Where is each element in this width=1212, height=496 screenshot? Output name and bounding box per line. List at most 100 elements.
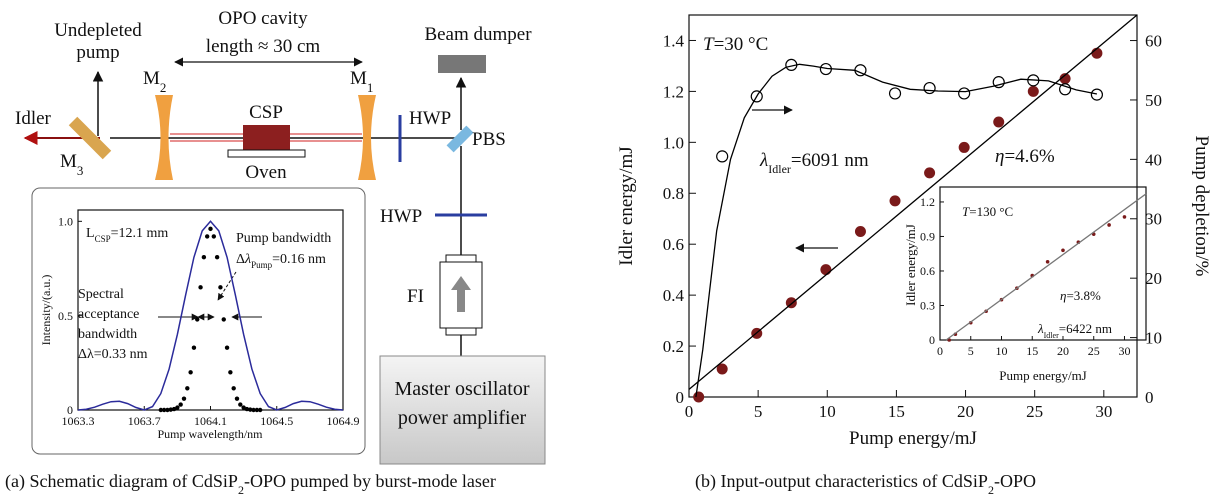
annotation: L — [86, 226, 95, 241]
data-point — [231, 386, 236, 391]
annotation: η=4.6% — [995, 146, 1055, 167]
annotation: acceptance — [78, 307, 139, 322]
y2-tick-label: 10 — [1145, 329, 1162, 348]
data-point — [208, 226, 213, 232]
label: M — [60, 151, 77, 172]
x-tick-label: 5 — [968, 344, 974, 358]
annotation: Spectral — [78, 287, 124, 302]
caption: -OPO pumped by burst-mode laser — [244, 471, 496, 491]
mirror — [155, 95, 173, 180]
annotation: =30 °C — [714, 34, 769, 55]
schematic: OPO cavity length ≈ 30 cm Undepleted pum… — [15, 8, 546, 465]
data-point — [923, 81, 936, 95]
data-point — [158, 407, 164, 413]
data-point — [185, 386, 190, 391]
data-point — [204, 234, 210, 239]
label: M3 — [60, 151, 83, 178]
x-tick-label: 1063.7 — [128, 414, 161, 428]
annotation: Pump bandwidth — [236, 231, 331, 246]
series-line — [945, 193, 1147, 341]
annotation: Idler — [768, 162, 791, 176]
data-point — [889, 195, 901, 207]
data-point — [992, 76, 1005, 89]
label: PBS — [472, 129, 506, 150]
label: Beam dumper — [424, 24, 532, 45]
data-point — [218, 285, 223, 290]
annotation: =6091 nm — [791, 150, 869, 171]
arrow — [217, 271, 237, 301]
data-point — [248, 407, 253, 412]
x-tick-label: 30 — [1118, 344, 1130, 358]
annotation: λ — [1037, 321, 1044, 336]
y-tick-label: 0.9 — [920, 230, 935, 244]
label: power amplifier — [398, 407, 527, 429]
x-tick-label: 1064.1 — [194, 414, 227, 428]
x-axis-title: Pump energy/mJ — [999, 368, 1087, 383]
data-point — [958, 141, 970, 153]
plot-frame — [688, 14, 1138, 398]
x-tick-label: 1063.3 — [62, 414, 95, 428]
data-point — [716, 150, 729, 163]
crystal — [243, 125, 290, 150]
label: 2 — [160, 80, 167, 95]
annotation: CSP — [95, 234, 111, 244]
y2-tick-label: 0 — [1145, 388, 1154, 407]
x-tick-label: 25 — [1026, 402, 1043, 421]
y2-axis-title: Pump depletion/% — [1191, 136, 1212, 277]
data-point — [238, 402, 243, 407]
y-tick-label: 0.4 — [663, 286, 685, 305]
data-point — [201, 254, 207, 260]
caption: (a) Schematic diagram of CdSiP — [5, 471, 238, 492]
annotation: λIdler=6422 nm — [1037, 321, 1112, 340]
annotation: λIdler=6091 nm — [759, 150, 869, 176]
data-point — [228, 370, 233, 375]
data-point — [171, 406, 177, 412]
y-tick-label: 0 — [67, 403, 73, 417]
annotation: λ — [244, 252, 251, 267]
y-tick-label: 1.0 — [58, 215, 73, 229]
x-tick-label: 10 — [995, 344, 1007, 358]
y-tick-label: 0.8 — [663, 184, 684, 203]
y2-tick-label: 30 — [1145, 210, 1162, 229]
oven — [227, 149, 306, 158]
beam-dumper — [438, 55, 486, 73]
annotation: λ — [759, 150, 768, 171]
annotation: bandwidth — [78, 327, 137, 342]
y2-tick-label: 40 — [1145, 150, 1162, 169]
data-point — [214, 254, 220, 260]
data-point — [191, 345, 197, 350]
data-point — [888, 87, 902, 100]
data-point — [1045, 259, 1050, 264]
label: Master oscillator — [395, 378, 530, 400]
annotation: T — [703, 34, 715, 55]
x-tick-label: 20 — [957, 402, 974, 421]
data-point — [241, 405, 246, 410]
x-tick-label: 1064.9 — [327, 414, 360, 428]
data-point — [1090, 88, 1104, 101]
annotation: =4.6% — [1004, 146, 1054, 167]
x-tick-label: 0 — [685, 402, 694, 421]
caption: 2 — [988, 483, 994, 496]
x-axis-title: Pump energy/mJ — [849, 428, 977, 449]
y-tick-label: 0 — [676, 388, 685, 407]
data-point — [993, 116, 1005, 128]
label: 1 — [367, 80, 374, 95]
label: CSP — [249, 102, 283, 123]
label: M1 — [350, 68, 373, 95]
x-tick-label: 10 — [819, 402, 836, 421]
label: M — [350, 68, 367, 89]
label: Undepleted — [54, 20, 142, 41]
label: FI — [407, 286, 424, 307]
annotation: =6422 nm — [1059, 321, 1112, 336]
data-point — [924, 167, 936, 179]
x-tick-label: 15 — [888, 402, 905, 421]
annotation: =12.1 mm — [111, 226, 169, 241]
label: pump — [76, 42, 119, 63]
y-tick-label: 1.2 — [920, 195, 935, 209]
series-line — [695, 63, 1098, 398]
data-point — [181, 396, 187, 401]
data-point — [244, 406, 250, 412]
x-tick-label: 5 — [754, 402, 763, 421]
x-tick-label: 1064.5 — [260, 414, 293, 428]
data-point — [175, 405, 180, 410]
